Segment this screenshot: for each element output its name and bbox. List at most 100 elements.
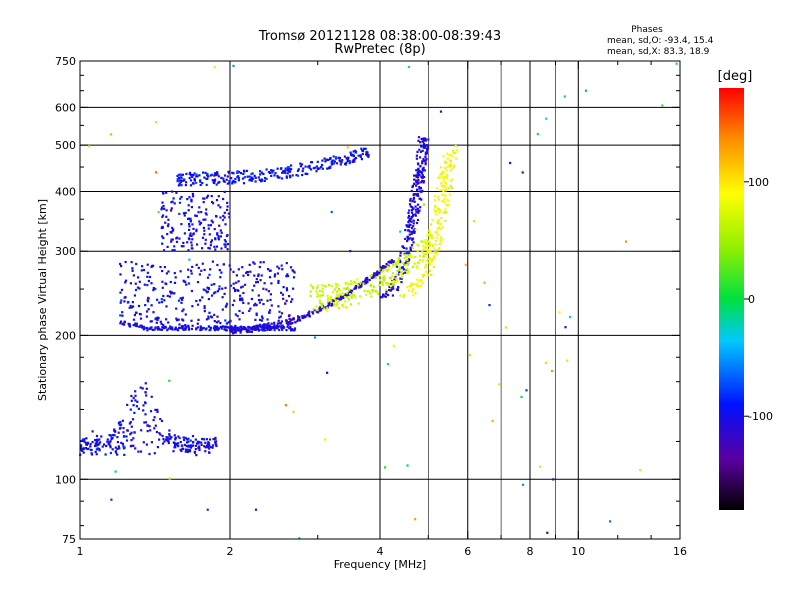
data-point bbox=[159, 433, 162, 436]
data-point bbox=[336, 290, 339, 293]
data-point bbox=[208, 273, 211, 276]
data-point bbox=[201, 296, 204, 299]
data-point bbox=[261, 324, 264, 327]
data-point bbox=[387, 282, 390, 285]
data-point bbox=[399, 294, 402, 297]
data-point bbox=[147, 308, 150, 311]
data-point bbox=[119, 301, 122, 304]
data-point bbox=[239, 325, 242, 329]
data-point bbox=[198, 174, 201, 177]
data-point bbox=[276, 272, 279, 275]
data-point bbox=[130, 439, 133, 442]
x-tick-label: 8 bbox=[527, 545, 534, 558]
data-point bbox=[286, 169, 290, 172]
data-point bbox=[378, 272, 381, 275]
data-point bbox=[202, 197, 205, 200]
data-point bbox=[235, 281, 238, 284]
data-point bbox=[131, 267, 134, 270]
data-point bbox=[187, 237, 190, 240]
data-point bbox=[178, 323, 181, 326]
data-point bbox=[386, 265, 389, 268]
data-point bbox=[84, 447, 88, 450]
data-point bbox=[408, 253, 412, 257]
data-point bbox=[352, 293, 355, 296]
data-point bbox=[116, 447, 119, 451]
data-point bbox=[257, 176, 260, 179]
data-point bbox=[163, 299, 166, 302]
data-point bbox=[435, 232, 438, 235]
data-point bbox=[189, 184, 193, 187]
data-point bbox=[223, 174, 227, 177]
x-tick-label: 16 bbox=[673, 545, 687, 558]
data-point bbox=[176, 174, 179, 177]
data-point bbox=[390, 283, 393, 286]
data-point bbox=[449, 169, 452, 172]
data-point bbox=[409, 197, 412, 200]
data-point bbox=[132, 437, 135, 440]
data-point bbox=[147, 279, 150, 283]
data-point bbox=[254, 327, 257, 330]
data-point bbox=[184, 211, 187, 214]
data-point bbox=[181, 310, 184, 313]
data-point bbox=[326, 304, 329, 307]
data-point bbox=[343, 155, 346, 158]
data-point bbox=[185, 283, 188, 286]
data-point bbox=[441, 226, 444, 229]
data-point bbox=[434, 199, 437, 202]
data-point bbox=[204, 242, 207, 245]
data-point bbox=[402, 295, 405, 298]
data-point bbox=[337, 288, 340, 291]
data-point bbox=[270, 322, 273, 325]
data-point bbox=[241, 311, 244, 314]
data-point bbox=[386, 283, 389, 286]
data-point bbox=[252, 261, 255, 264]
data-point bbox=[297, 318, 300, 321]
data-point bbox=[284, 302, 287, 305]
data-point bbox=[166, 245, 169, 248]
data-point bbox=[296, 169, 300, 172]
data-point bbox=[96, 447, 99, 450]
data-point bbox=[126, 301, 129, 304]
data-point bbox=[241, 285, 244, 288]
data-point bbox=[190, 234, 193, 237]
data-point bbox=[425, 157, 428, 161]
data-point bbox=[378, 274, 381, 277]
data-point bbox=[272, 169, 275, 172]
data-point bbox=[424, 139, 427, 142]
data-point bbox=[419, 150, 423, 153]
data-point bbox=[111, 448, 114, 451]
data-point bbox=[231, 328, 234, 331]
data-point bbox=[428, 232, 431, 235]
data-point bbox=[129, 304, 132, 308]
data-point bbox=[134, 447, 137, 450]
data-point bbox=[214, 248, 217, 251]
data-point bbox=[175, 240, 179, 243]
data-point bbox=[224, 328, 227, 331]
data-point bbox=[213, 174, 216, 177]
data-point bbox=[259, 170, 262, 173]
data-point bbox=[363, 289, 366, 292]
data-point bbox=[181, 173, 184, 176]
data-point bbox=[186, 241, 189, 244]
data-point bbox=[354, 282, 358, 285]
data-point bbox=[265, 326, 268, 329]
data-point bbox=[211, 221, 214, 224]
data-point bbox=[552, 478, 555, 481]
data-point bbox=[222, 263, 225, 266]
data-point bbox=[146, 271, 149, 274]
data-point bbox=[187, 328, 191, 331]
data-point bbox=[339, 293, 342, 296]
data-point bbox=[280, 291, 283, 294]
data-point bbox=[374, 272, 377, 275]
data-point bbox=[420, 190, 423, 194]
data-point bbox=[366, 281, 369, 284]
data-point bbox=[267, 290, 270, 293]
data-point bbox=[101, 445, 104, 448]
data-point bbox=[221, 308, 224, 311]
data-point bbox=[335, 294, 338, 297]
data-point bbox=[289, 176, 292, 179]
data-point bbox=[183, 214, 186, 217]
data-point bbox=[381, 281, 384, 284]
data-point bbox=[206, 177, 209, 180]
data-point bbox=[394, 262, 397, 265]
